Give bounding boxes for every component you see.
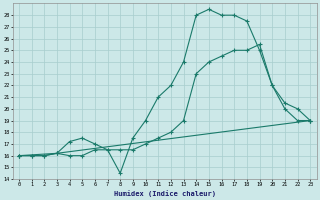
X-axis label: Humidex (Indice chaleur): Humidex (Indice chaleur) xyxy=(114,190,215,197)
